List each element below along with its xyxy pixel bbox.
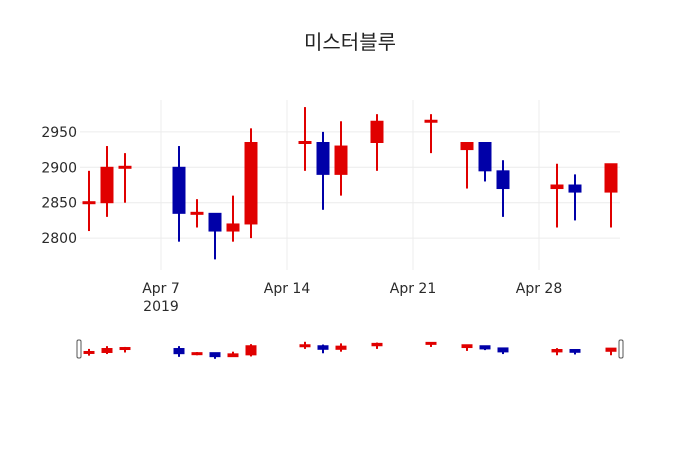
candle-body bbox=[299, 344, 311, 348]
candle-body bbox=[118, 165, 132, 169]
candle-body bbox=[100, 166, 114, 204]
candle-body bbox=[460, 142, 474, 151]
candle-body bbox=[425, 341, 437, 345]
candlestick[interactable] bbox=[569, 349, 581, 355]
candle-body bbox=[605, 347, 617, 352]
candle-body bbox=[497, 347, 509, 353]
candle-body bbox=[478, 142, 492, 172]
candlestick[interactable] bbox=[370, 114, 384, 171]
x-tick-label: Apr 28 bbox=[516, 281, 562, 297]
candle-body bbox=[551, 349, 563, 353]
candle-body bbox=[335, 345, 347, 350]
candlestick[interactable] bbox=[118, 153, 132, 203]
candlestick[interactable] bbox=[424, 114, 438, 154]
candlestick[interactable] bbox=[460, 142, 474, 189]
y-tick-label: 2950 bbox=[41, 125, 77, 141]
candlestick[interactable] bbox=[334, 121, 348, 196]
candle-body bbox=[550, 184, 564, 190]
y-axis: 2800 2850 2900 2950 bbox=[41, 125, 77, 247]
candle-body bbox=[370, 120, 384, 143]
y-tick-label: 2800 bbox=[41, 231, 77, 247]
candlestick[interactable] bbox=[208, 212, 222, 260]
candlestick[interactable] bbox=[605, 347, 617, 356]
candle-body bbox=[568, 184, 582, 193]
candlestick[interactable] bbox=[83, 348, 95, 356]
candlestick[interactable] bbox=[100, 146, 114, 217]
candlestick[interactable] bbox=[425, 341, 437, 347]
candle-body bbox=[334, 145, 348, 175]
candlestick[interactable] bbox=[299, 341, 311, 349]
candle-body bbox=[209, 352, 221, 358]
plot-area[interactable] bbox=[80, 100, 620, 270]
candle-body bbox=[83, 350, 95, 354]
x-tick-label: Apr 21 bbox=[390, 281, 436, 297]
candlestick[interactable] bbox=[173, 346, 185, 357]
candle-body bbox=[245, 345, 257, 356]
candle-body bbox=[424, 119, 438, 123]
candlestick[interactable] bbox=[101, 346, 113, 355]
candlestick[interactable] bbox=[317, 344, 329, 354]
candle-body bbox=[317, 345, 329, 350]
candlestick[interactable] bbox=[551, 348, 563, 356]
candlestick[interactable] bbox=[550, 163, 564, 228]
candle-body bbox=[496, 170, 510, 190]
x-tick-year-label: 2019 bbox=[143, 299, 179, 315]
candlestick[interactable] bbox=[316, 131, 330, 210]
candlestick[interactable] bbox=[190, 199, 204, 228]
candlestick[interactable] bbox=[461, 344, 473, 351]
candle-body bbox=[191, 352, 203, 356]
candlestick[interactable] bbox=[298, 107, 312, 171]
candlestick[interactable] bbox=[245, 344, 257, 357]
candlestick[interactable] bbox=[172, 146, 186, 242]
candle-body bbox=[316, 142, 330, 175]
range-slider[interactable] bbox=[76, 339, 624, 359]
candle-body bbox=[190, 211, 204, 215]
candle-body bbox=[244, 142, 258, 225]
candle-body bbox=[173, 348, 185, 355]
candlestick[interactable] bbox=[568, 174, 582, 221]
chart-title: 미스터블루 bbox=[304, 30, 396, 54]
candle-body bbox=[208, 212, 222, 232]
candlestick[interactable] bbox=[82, 170, 96, 232]
x-axis: Apr 7 2019 Apr 14 Apr 21 Apr 28 bbox=[142, 281, 562, 315]
range-slider-right-handle[interactable] bbox=[618, 339, 624, 359]
candlestick[interactable] bbox=[244, 128, 258, 239]
candlestick[interactable] bbox=[604, 163, 618, 228]
candle-body bbox=[119, 347, 131, 351]
candle-body bbox=[298, 141, 312, 144]
candlestick[interactable] bbox=[371, 342, 383, 349]
x-tick-label: Apr 7 bbox=[142, 281, 180, 297]
candle-body bbox=[82, 201, 96, 205]
candle-body bbox=[569, 349, 581, 353]
candle-body bbox=[101, 348, 113, 353]
candlestick[interactable] bbox=[478, 142, 492, 182]
range-slider-left-handle[interactable] bbox=[76, 339, 82, 359]
candle-body bbox=[461, 344, 473, 349]
candlestick[interactable] bbox=[335, 343, 347, 352]
candlestick[interactable] bbox=[479, 345, 491, 351]
candlestick[interactable] bbox=[119, 346, 131, 353]
x-tick-label: Apr 14 bbox=[264, 281, 311, 297]
y-tick-label: 2850 bbox=[41, 196, 77, 212]
candlestick[interactable] bbox=[226, 195, 240, 242]
candlestick[interactable] bbox=[497, 347, 509, 355]
candlestick[interactable] bbox=[209, 352, 221, 359]
candle-body bbox=[226, 223, 240, 232]
candlestick[interactable] bbox=[227, 351, 239, 358]
candle-body bbox=[604, 163, 618, 193]
y-tick-label: 2900 bbox=[41, 160, 77, 176]
candle-body bbox=[172, 166, 186, 214]
candle-body bbox=[479, 345, 491, 350]
candle-body bbox=[227, 353, 239, 358]
candlestick[interactable] bbox=[191, 352, 203, 356]
candlestick[interactable] bbox=[496, 160, 510, 217]
candle-body bbox=[371, 342, 383, 347]
